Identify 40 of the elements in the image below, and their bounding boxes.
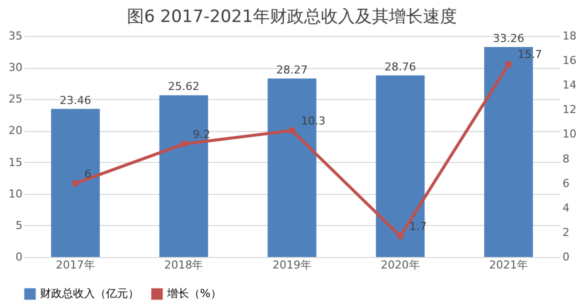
x-tick-label: 2017年	[56, 258, 95, 272]
data-label: 25.62	[168, 80, 200, 94]
point	[288, 127, 296, 134]
y2-tick-label: 14	[562, 78, 576, 92]
data-label: 23.46	[60, 94, 92, 107]
y2-tick-label: 12	[562, 103, 576, 116]
point	[505, 60, 512, 68]
chart-title: 图6 2017-2021年财政总收入及其增长速度	[127, 7, 457, 27]
data-label: 28.76	[384, 60, 416, 74]
y2-tick-label: 0	[562, 250, 570, 264]
bar	[159, 95, 208, 257]
y2-tick-label: 8	[562, 152, 570, 166]
y2-tick-label: 16	[562, 54, 576, 68]
y-tick-label: 10	[8, 187, 22, 200]
y-tick-label: 20	[8, 124, 22, 138]
data-label: 28.27	[276, 63, 308, 76]
y2-tick-label: 6	[562, 176, 570, 190]
point	[72, 180, 79, 187]
bar	[51, 108, 100, 257]
data-label: 33.26	[492, 32, 524, 45]
x-tick-label: 2018年	[164, 258, 204, 272]
data-label: 6	[84, 167, 92, 180]
y-tick-label: 35	[8, 30, 22, 42]
y-tick-label: 15	[8, 156, 22, 169]
y2-tick-label: 10	[562, 128, 576, 141]
y2-tick-label: 18	[562, 30, 576, 42]
legend-label: 增长（%）	[166, 287, 222, 300]
y2-tick-label: 4	[562, 201, 570, 214]
legend-label: 财政总收入（亿元）	[40, 287, 139, 300]
y-tick-label: 30	[8, 61, 22, 74]
x-tick-label: 2020年	[380, 258, 420, 272]
point	[180, 140, 188, 148]
y-tick-label: 25	[8, 92, 22, 106]
x-tick-label: 2021年	[489, 258, 528, 272]
y-tick-label: 0	[16, 250, 22, 264]
y-tick-label: 5	[16, 218, 22, 232]
x-tick-label: 2019年	[272, 258, 312, 272]
y2-tick-label: 2	[562, 226, 570, 239]
bar	[376, 75, 425, 257]
point	[396, 232, 404, 240]
